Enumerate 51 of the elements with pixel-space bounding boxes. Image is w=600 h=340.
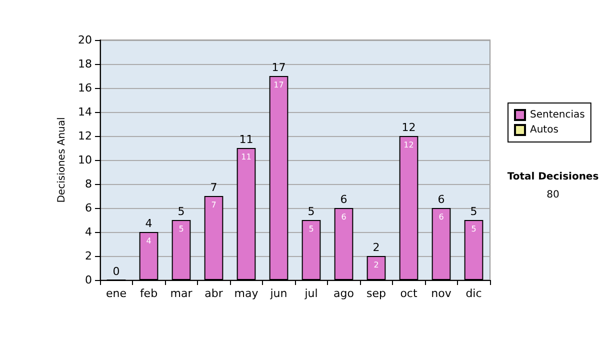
data-label: 5	[178, 224, 184, 234]
y-tick-label: 12	[78, 130, 92, 142]
x-tick-label: sep	[366, 287, 386, 300]
text: Total Decisiones	[507, 172, 599, 182]
text: 80	[546, 190, 560, 200]
total-label: 6	[340, 193, 348, 206]
data-label: 17	[274, 80, 284, 90]
x-tick-label: ene	[106, 287, 127, 300]
x-tick-label: jun	[269, 287, 288, 300]
data-label: 4	[146, 236, 152, 246]
legend-label: Autos	[530, 124, 558, 136]
total-label: 7	[210, 181, 218, 194]
total-label: 5	[470, 205, 478, 218]
y-tick-label: 18	[78, 58, 92, 70]
y-axis-title: Decisiones Anual	[56, 117, 68, 203]
y-tick-label: 0	[85, 274, 92, 286]
data-label: 12	[404, 140, 414, 150]
total-label: 5	[178, 205, 185, 218]
data-label: 2	[374, 260, 379, 270]
total-label: 4	[145, 217, 152, 230]
y-tick-label: 14	[78, 106, 92, 118]
y-tick-label: 2	[85, 250, 92, 262]
data-label: 5	[308, 224, 314, 234]
y-tick-label: 8	[85, 178, 92, 190]
y-tick-label: 6	[85, 202, 92, 214]
total-label: 2	[372, 241, 380, 254]
data-label: 7	[211, 200, 216, 210]
total-label: 6	[438, 193, 445, 206]
x-tick-label: oct	[400, 287, 418, 300]
x-tick-label: abr	[204, 287, 224, 300]
y-tick-label: 10	[78, 154, 92, 166]
legend-label: Sentencias	[530, 110, 585, 120]
data-label: 6	[341, 212, 346, 222]
y-tick-label: 16	[78, 82, 92, 94]
total-label: 12	[402, 121, 416, 134]
x-tick-label: ago	[334, 287, 354, 300]
x-tick-label: feb	[140, 287, 158, 300]
y-tick-label: 20	[78, 34, 92, 46]
x-tick-label: mar	[170, 287, 193, 300]
total-label: 5	[308, 205, 315, 218]
y-tick-label: 4	[85, 226, 92, 238]
total-label: 0	[112, 265, 120, 278]
data-label: 5	[471, 224, 476, 234]
x-tick-label: jul	[304, 287, 318, 300]
x-tick-label: may	[234, 287, 259, 300]
x-tick-label: nov	[431, 287, 452, 300]
total-label: 11	[239, 133, 254, 146]
data-label: 11	[241, 152, 252, 162]
data-label: 6	[438, 212, 444, 222]
x-tick-label: dic	[466, 287, 482, 300]
total-label: 17	[272, 61, 286, 74]
